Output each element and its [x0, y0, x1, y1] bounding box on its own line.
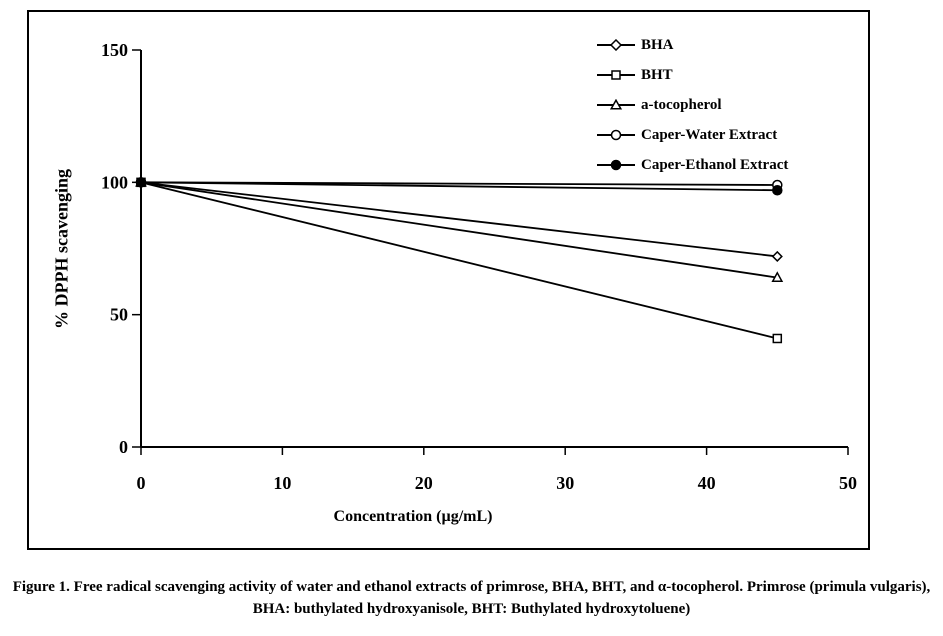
- triangle-marker-icon: [597, 99, 635, 110]
- y-tick-label: 150: [101, 40, 128, 60]
- legend-item-caper-water: Caper-Water Extract: [597, 120, 788, 150]
- y-tick-label: 50: [110, 305, 128, 325]
- y-axis-title: % DPPH scavenging: [51, 169, 72, 329]
- legend-item-a-tocopherol: a-tocopherol: [597, 90, 788, 120]
- legend-item-bha: BHA: [597, 30, 788, 60]
- x-tick-label: 30: [556, 473, 574, 493]
- figure-caption: Figure 1. Free radical scavenging activi…: [0, 577, 943, 621]
- legend-item-caper-ethanol: Caper-Ethanol Extract: [597, 150, 788, 180]
- legend-label: Caper-Ethanol Extract: [641, 156, 789, 173]
- chart-plot-area: 0 50 100 150 0 10 20 30 40 50: [101, 40, 857, 493]
- x-tick-label: 50: [839, 473, 857, 493]
- axes: 0 50 100 150 0 10 20 30 40 50: [101, 40, 857, 493]
- legend-label: a-tocopherol: [641, 96, 722, 113]
- series-bht: [136, 177, 783, 344]
- legend-label: Caper-Water Extract: [641, 126, 778, 143]
- legend-item-bht: BHT: [597, 60, 788, 90]
- series-caper-ethanol-extract: [135, 177, 783, 196]
- x-tick-label: 40: [698, 473, 716, 493]
- circle-open-marker-icon: [597, 129, 635, 141]
- y-tick-label: 0: [119, 437, 128, 457]
- x-tick-label: 0: [137, 473, 146, 493]
- legend-label: BHT: [641, 66, 673, 83]
- square-marker-icon: [597, 70, 635, 80]
- x-tick-label: 20: [415, 473, 433, 493]
- legend-label: BHA: [641, 36, 674, 53]
- x-tick-label: 10: [273, 473, 291, 493]
- diamond-marker-icon: [597, 39, 635, 51]
- x-axis-title: Concentration (µg/mL): [333, 508, 493, 525]
- y-tick-label: 100: [101, 172, 128, 192]
- chart-frame: 0 50 100 150 0 10 20 30 40 50 % DPPH scavenging C…: [27, 10, 870, 550]
- figure-caption-text: Figure 1. Free radical scavenging activi…: [12, 579, 931, 617]
- circle-filled-marker-icon: [597, 159, 635, 171]
- series-bha: [135, 176, 783, 263]
- legend: BHA BHT a-tocopherol Caper-Water Extract: [597, 30, 788, 180]
